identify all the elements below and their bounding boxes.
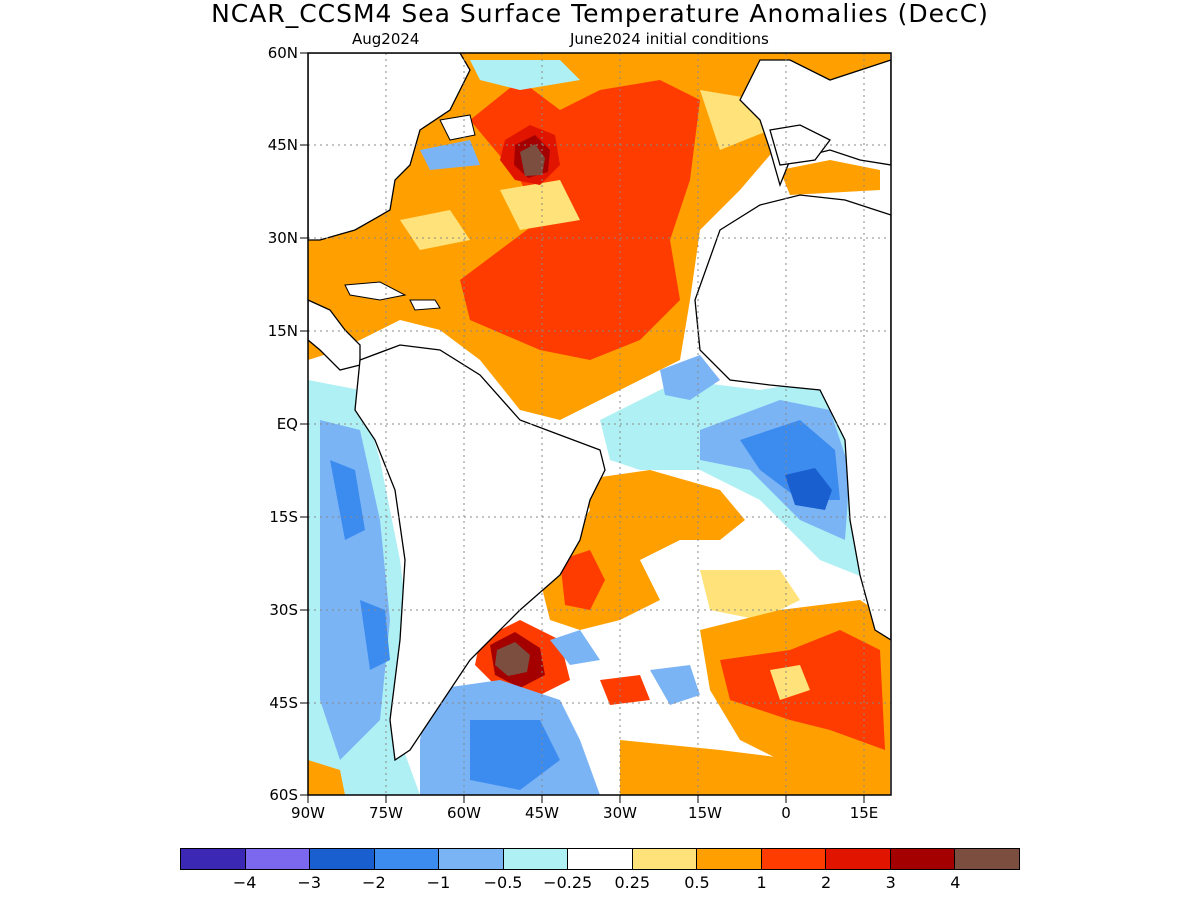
colorbar-tick-label: 1 bbox=[756, 873, 767, 892]
lat-label: 15S bbox=[269, 508, 298, 526]
colorbar-swatch bbox=[890, 849, 956, 869]
colorbar-swatch bbox=[439, 849, 504, 869]
lat-label: 30S bbox=[269, 601, 298, 619]
lon-label: 90W bbox=[291, 804, 325, 822]
lon-label: 60W bbox=[447, 804, 481, 822]
colorbar-tick-label: −0.25 bbox=[543, 873, 593, 892]
warm-anomaly-region bbox=[600, 675, 650, 705]
colorbar-tick-label: 4 bbox=[950, 873, 961, 892]
africa-landmass bbox=[694, 194, 891, 641]
colorbar-tick-label: −2 bbox=[362, 873, 386, 892]
lat-label: EQ bbox=[276, 415, 298, 433]
newfoundland-island bbox=[439, 114, 476, 141]
lat-label: 45S bbox=[269, 694, 298, 712]
colorbar-swatch bbox=[374, 849, 440, 869]
gridlines bbox=[308, 53, 891, 795]
colorbar-swatch bbox=[181, 849, 246, 869]
extreme-warm-region bbox=[495, 642, 530, 676]
colorbar-swatch bbox=[955, 849, 1019, 869]
light-warm-region bbox=[400, 210, 470, 250]
lon-label: 45W bbox=[525, 804, 559, 822]
plot-title: NCAR_CCSM4 Sea Surface Temperature Anoma… bbox=[211, 0, 989, 28]
colorbar-legend bbox=[180, 848, 1020, 870]
extreme-warm-region bbox=[520, 144, 545, 176]
lon-label: 15W bbox=[688, 804, 722, 822]
light-warm-region bbox=[770, 665, 810, 700]
colorbar-swatch bbox=[310, 849, 375, 869]
colorbar-swatch bbox=[697, 849, 762, 869]
lat-label: 15N bbox=[267, 322, 298, 340]
warm-anomaly-region bbox=[308, 760, 345, 795]
valid-month-label: Aug2024 bbox=[352, 30, 420, 48]
cool-anomaly-region bbox=[660, 355, 720, 400]
cool-anomaly-region bbox=[785, 468, 832, 510]
colorbar-swatch bbox=[245, 849, 311, 869]
lon-label: 30W bbox=[603, 804, 637, 822]
cool-anomaly-region bbox=[470, 60, 580, 90]
colorbar-tick-label: 2 bbox=[821, 873, 832, 892]
cool-anomaly-region bbox=[420, 140, 480, 170]
lon-label: 75W bbox=[369, 804, 403, 822]
lon-label: 0 bbox=[781, 804, 791, 822]
lon-label: 15E bbox=[849, 804, 879, 822]
colorbar-tick-label: −0.5 bbox=[483, 873, 523, 892]
cuba-island bbox=[344, 281, 407, 301]
light-warm-region bbox=[500, 180, 580, 230]
colorbar-tick-label: −3 bbox=[297, 873, 322, 892]
colorbar-tick-label: 0.25 bbox=[614, 873, 651, 892]
colorbar-tick-label: −4 bbox=[232, 873, 257, 892]
cool-anomaly-region bbox=[470, 720, 560, 790]
cool-anomaly-region bbox=[330, 460, 365, 540]
cool-anomaly-region bbox=[650, 665, 700, 705]
colorbar-swatch bbox=[503, 849, 569, 869]
lat-label: 60S bbox=[269, 786, 298, 804]
lat-label: 45N bbox=[267, 136, 298, 154]
cool-anomaly-region bbox=[360, 600, 390, 670]
colorbar-swatch bbox=[568, 849, 633, 869]
warm-anomaly-region bbox=[560, 550, 605, 610]
light-warm-region bbox=[700, 570, 800, 620]
north-america-landmass bbox=[308, 53, 471, 241]
initial-conditions-label: June2024 initial conditions bbox=[570, 30, 769, 48]
colorbar-swatch bbox=[761, 849, 827, 869]
hispaniola-island bbox=[409, 299, 441, 311]
lat-label: 30N bbox=[267, 229, 298, 247]
warm-anomaly-region bbox=[620, 740, 890, 795]
colorbar-tick-label: 3 bbox=[885, 873, 896, 892]
warm-anomaly-region bbox=[780, 160, 880, 195]
axis-ticks bbox=[300, 52, 865, 803]
south-america-landmass bbox=[354, 344, 606, 762]
colorbar-tick-label: 0.5 bbox=[684, 873, 710, 892]
lat-label: 60N bbox=[267, 44, 298, 62]
cool-anomaly-region bbox=[320, 420, 390, 760]
colorbar-swatch bbox=[632, 849, 698, 869]
cool-anomaly-region bbox=[550, 630, 600, 665]
colorbar-swatch bbox=[826, 849, 891, 869]
colorbar-tick-label: −1 bbox=[426, 873, 451, 892]
